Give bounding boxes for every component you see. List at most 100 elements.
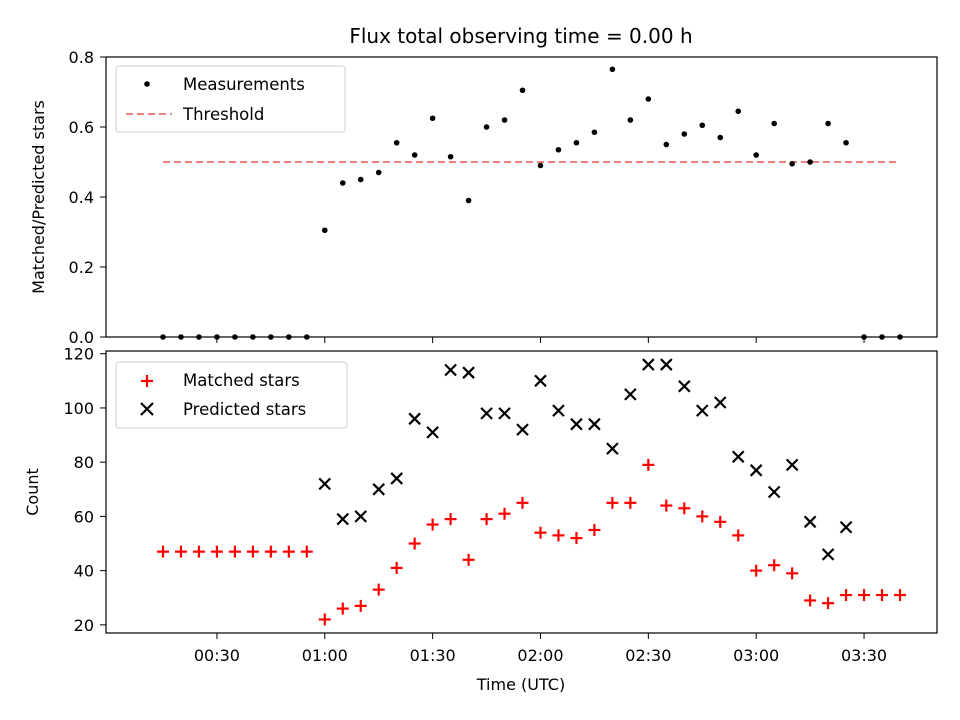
bottom-y-tick-label: 40 (74, 562, 94, 581)
bottom-y-tick-label: 20 (74, 616, 94, 635)
matched-star-point (822, 597, 835, 610)
matched-star-point (858, 589, 871, 602)
top-y-tick-label: 0.0 (69, 328, 94, 347)
measurement-point (699, 122, 706, 129)
measurement-point (501, 117, 508, 123)
bottom-x-tick-label: 01:00 (302, 646, 348, 665)
matched-star-point (318, 613, 331, 626)
top-legend: Measurements Threshold (115, 65, 346, 133)
matched-star-point (210, 545, 223, 558)
bottom-x-axis-label: Time (UTC) (476, 675, 565, 694)
predicted-star-point (426, 426, 439, 439)
matched-star-point (192, 545, 205, 558)
predicted-star-point (695, 404, 709, 417)
matched-star-point (282, 545, 295, 558)
matched-star-point (642, 458, 655, 471)
bottom-x-tick-label: 02:00 (517, 646, 563, 665)
predicted-star-point (498, 407, 511, 420)
measurement-point (591, 129, 598, 136)
bottom-y-axis-label: Count (23, 468, 42, 516)
measurement-point (609, 66, 616, 73)
measurement-point (735, 108, 742, 115)
measurement-point (483, 124, 490, 130)
measurement-point (645, 96, 652, 102)
matched-star-point (786, 567, 799, 580)
predicted-star-point (534, 374, 547, 388)
predicted-star-point (336, 512, 350, 526)
legend-measurements-label: Measurements (183, 75, 305, 94)
bottom-y-tick-label: 80 (74, 453, 94, 472)
matched-star-point (552, 529, 565, 542)
matched-star-point (264, 545, 277, 558)
predicted-star-point (803, 515, 817, 529)
bottom-y-tick-label: 60 (74, 507, 94, 526)
bottom-x-tick-label: 03:30 (841, 646, 887, 665)
matched-star-point (462, 553, 475, 566)
bottom-x-tick-label: 00:30 (194, 646, 240, 665)
measurement-point (393, 139, 400, 146)
predicted-star-point (588, 417, 601, 431)
top-plot-frame (105, 56, 938, 338)
bottom-y-tick-label: 120 (63, 345, 94, 364)
matched-star-point (228, 545, 241, 558)
top-y-tick-label: 0.6 (69, 118, 94, 137)
predicted-star-point (390, 472, 403, 485)
top-y-axis-label: Matched/Predicted stars (29, 100, 48, 294)
measurement-point (555, 146, 562, 153)
legend-matched-label: Matched stars (183, 371, 300, 390)
measurement-point (339, 180, 346, 186)
top-x-axis (216, 337, 865, 343)
matched-star-point (696, 510, 709, 523)
matched-star-point (390, 561, 403, 574)
top-chart-title: Flux total observing time = 0.00 h (349, 24, 692, 48)
matched-star-point (678, 502, 691, 515)
measurement-point (825, 120, 831, 127)
bottom-y-axis: 20 40 60 80 100 120 (63, 345, 106, 635)
legend-predicted-label: Predicted stars (183, 400, 306, 419)
measurement-point (357, 176, 364, 183)
matched-star-point (894, 589, 906, 602)
matched-star-point (426, 518, 439, 531)
matched-star-point (516, 496, 529, 509)
matched-star-point (624, 496, 637, 509)
measurement-point (519, 87, 526, 94)
legend-predicted-marker (140, 402, 154, 416)
legend-measurements-marker (144, 81, 150, 87)
measurement-point (321, 227, 328, 234)
matched-star-point (732, 529, 745, 542)
predicted-star-point (731, 450, 745, 464)
predicted-star-point (821, 548, 835, 561)
bottom-x-tick-label: 02:30 (625, 646, 671, 665)
matched-star-point (840, 589, 853, 602)
measurement-point (753, 152, 759, 158)
matched-star-point (372, 583, 385, 596)
matched-star-point (336, 602, 349, 615)
predicted-star-point (678, 379, 691, 393)
predicted-star-point (516, 423, 529, 436)
predicted-star-point (749, 464, 763, 477)
matched-star-point (174, 545, 187, 558)
predicted-star-point (642, 358, 655, 371)
measurement-point (771, 120, 777, 127)
measurement-point (789, 160, 795, 167)
bottom-legend: Matched stars Predicted stars (115, 361, 348, 429)
legend-matched-marker (141, 375, 153, 387)
measurement-point (537, 162, 544, 169)
bottom-plot-frame (105, 350, 938, 634)
matched-star-point (768, 559, 781, 572)
matched-star-point (570, 532, 583, 545)
bottom-x-tick-label: 01:30 (410, 646, 456, 665)
measurement-point (447, 153, 454, 160)
matched-star-point (804, 594, 817, 607)
matched-star-point (300, 545, 313, 558)
predicted-star-point (660, 358, 673, 371)
bottom-x-axis: 00:30 01:00 01:30 02:00 02:30 03:00 03:30 (194, 633, 887, 665)
measurement-point (375, 169, 382, 176)
matched-star-point (588, 523, 601, 536)
top-subplot: Flux total observing time = 0.00 h 0.0 0.… (29, 24, 938, 347)
predicted-star-point (606, 442, 619, 455)
top-y-tick-label: 0.2 (69, 258, 94, 277)
predicted-star-point (713, 396, 727, 409)
predicted-star-point (552, 404, 565, 417)
